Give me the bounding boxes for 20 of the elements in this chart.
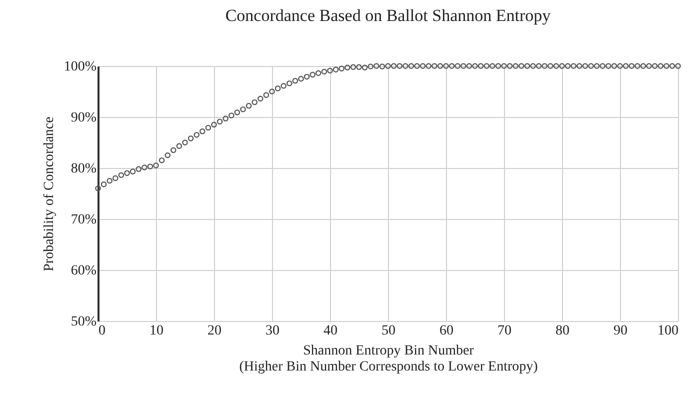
x-tick-label: 70 [498, 324, 512, 338]
y-tick-label: 60% [70, 264, 97, 278]
x-tick-label: 20 [208, 324, 222, 338]
y-axis-title: Probability of Concordance [42, 116, 57, 272]
y-tick-label: 90% [70, 110, 97, 126]
x-tick-label: 30 [266, 324, 280, 338]
x-tick-label: 50 [382, 324, 396, 338]
y-tick-label: 80% [70, 162, 97, 176]
x-axis-title: Shannon Entropy Bin Number (Higher Bin Number Corresponds to Lower Entropy) [239, 344, 538, 374]
y-tick-label: 100% [64, 60, 97, 74]
y-tick-label: 70% [70, 212, 97, 228]
x-tick-label: 40 [324, 324, 338, 338]
y-tick-label: 50% [70, 314, 97, 330]
chart-title: Concordance Based on Ballot Shannon Entropy [225, 6, 552, 25]
x-tick-label: 90 [614, 324, 628, 338]
x-tick-label: 10 [150, 324, 164, 338]
x-tick-label: 0 [98, 324, 106, 338]
x-tick-label: 80 [556, 324, 570, 338]
x-tick-label: 100 [658, 324, 678, 338]
x-tick-label: 60 [440, 324, 454, 338]
